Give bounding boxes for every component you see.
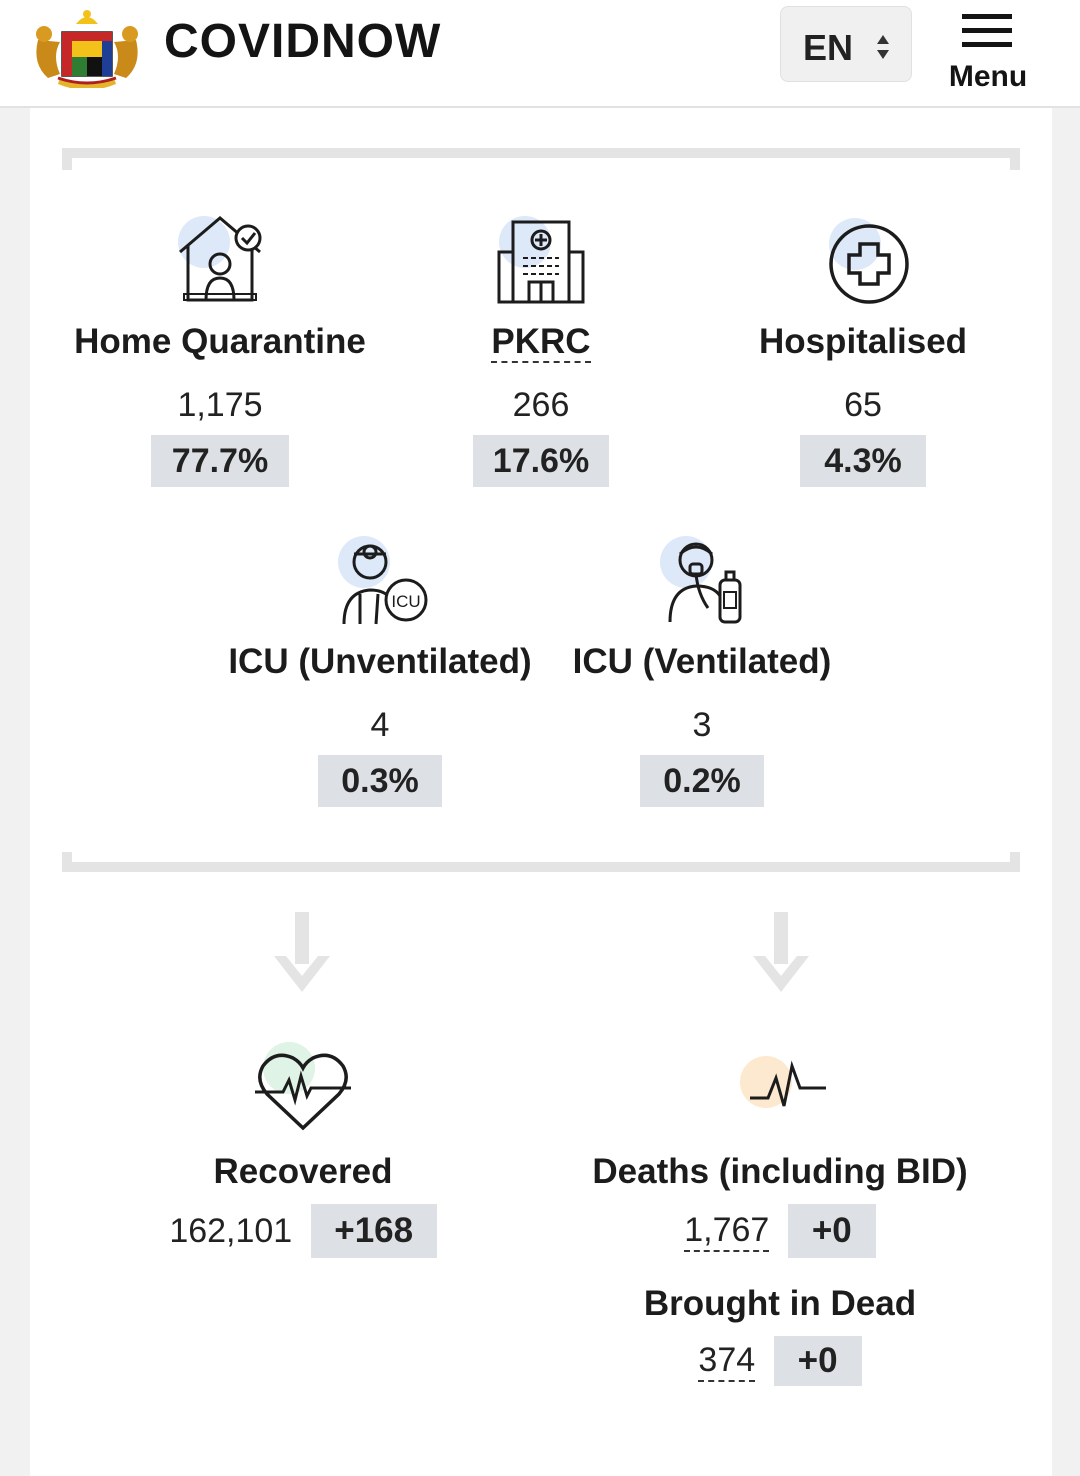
home-quarantine-stat: Home Quarantine 1,175 77.7%: [60, 208, 380, 487]
pulse-flatline-icon: [740, 1056, 826, 1108]
up-down-caret-icon: [877, 35, 889, 59]
icu-unventilated-stat: ICU ICU (Unventilated) 4 0.3%: [200, 528, 560, 807]
hamburger-menu-icon: [962, 14, 1012, 47]
pkrc-label[interactable]: PKRC: [491, 322, 591, 363]
icu-unventilated-label: ICU (Unventilated): [228, 642, 532, 681]
top-header: COVIDNOW EN Menu: [0, 0, 1080, 108]
middle-bracket-divider: [62, 852, 1020, 872]
recovered-change: +168: [310, 1204, 437, 1258]
hospitalised-value: 65: [844, 386, 882, 424]
brought-in-dead-label: Brought in Dead: [643, 1284, 917, 1323]
icu-ventilated-percent: 0.2%: [640, 755, 764, 807]
svg-text:ICU: ICU: [391, 592, 420, 611]
deaths-label: Deaths (including BID): [592, 1152, 968, 1191]
malaysia-coat-of-arms-logo[interactable]: [30, 4, 144, 88]
home-quarantine-label: Home Quarantine: [74, 322, 366, 361]
down-arrow-deaths-icon: [753, 912, 809, 992]
menu-label: Menu: [948, 60, 1028, 93]
home-quarantine-percent: 77.7%: [151, 435, 289, 487]
recovered-value: 162,101: [169, 1211, 293, 1250]
recovered-label: Recovered: [213, 1152, 393, 1191]
hospitalised-percent: 4.3%: [800, 435, 926, 487]
home-quarantine-icon: [178, 216, 262, 302]
heart-pulse-icon: [255, 1042, 351, 1131]
ventilated-patient-icon: [660, 536, 742, 624]
hospitalised-label: Hospitalised: [758, 322, 968, 361]
pkrc-value: 266: [512, 386, 570, 424]
recovered-stat: Recovered 162,101 +168: [110, 1036, 496, 1258]
deaths-value[interactable]: 1,767: [684, 1211, 770, 1252]
language-value: EN: [803, 27, 854, 68]
pkrc-percent: 17.6%: [473, 435, 609, 487]
language-select[interactable]: EN: [780, 6, 912, 82]
deaths-stat: Deaths (including BID) 1,767 +0 Brought …: [570, 1036, 990, 1386]
icu-doctor-icon: ICU: [338, 536, 428, 625]
brought-in-dead-value[interactable]: 374: [698, 1341, 756, 1382]
app-title[interactable]: COVIDNOW: [164, 15, 442, 68]
home-quarantine-value: 1,175: [177, 386, 263, 424]
icu-unventilated-value: 4: [370, 706, 390, 744]
hospitalised-stat: Hospitalised 65 4.3%: [703, 208, 1023, 487]
down-arrow-recovered-icon: [274, 912, 330, 992]
deaths-change: +0: [787, 1204, 876, 1258]
care-status-panel: [30, 108, 1052, 1476]
medical-cross-icon: [829, 218, 909, 304]
icu-ventilated-stat: ICU (Ventilated) 3 0.2%: [522, 528, 882, 807]
brought-in-dead-change: +0: [773, 1336, 862, 1386]
pkrc-stat: PKRC 266 17.6%: [381, 208, 701, 487]
menu-button[interactable]: Menu: [938, 6, 1038, 98]
icu-unventilated-percent: 0.3%: [318, 755, 442, 807]
pkrc-building-icon: [497, 216, 585, 304]
icu-ventilated-label: ICU (Ventilated): [572, 642, 832, 681]
top-bracket-divider: [62, 148, 1020, 170]
icu-ventilated-value: 3: [692, 706, 712, 744]
